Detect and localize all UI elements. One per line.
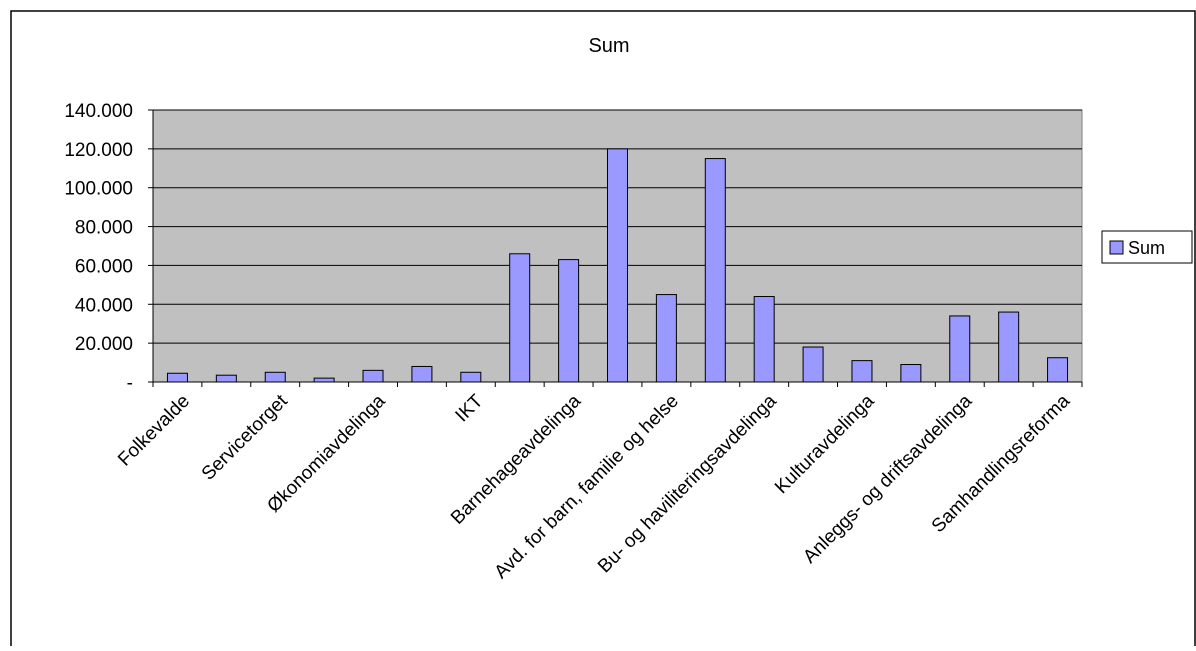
y-tick-label: - [127, 373, 133, 394]
bar [655, 294, 677, 383]
bar [607, 148, 628, 383]
bar [998, 311, 1020, 383]
bar [802, 346, 824, 383]
bar [313, 377, 335, 383]
bar [949, 315, 971, 383]
legend-swatch [1109, 240, 1124, 255]
bar [1047, 357, 1069, 383]
bar [509, 253, 531, 383]
y-tick-label: 20.000 [75, 334, 133, 355]
bar [460, 371, 482, 383]
y-tick-label: 140.000 [64, 101, 133, 122]
bar [851, 360, 873, 383]
y-tick-label: 100.000 [64, 179, 133, 200]
bar [264, 371, 286, 383]
bar [166, 372, 188, 383]
legend: Sum [1101, 230, 1193, 264]
bar [558, 259, 580, 383]
y-tick-label: 40.000 [75, 295, 133, 316]
bar [215, 374, 237, 383]
y-tick-label: 80.000 [75, 218, 133, 239]
bar [411, 365, 433, 383]
bar [704, 158, 726, 383]
bar [753, 296, 775, 383]
legend-label-sum: Sum [1128, 238, 1165, 258]
y-tick-label: 60.000 [75, 256, 133, 277]
bar [900, 364, 922, 383]
chart-title: Sum [588, 35, 629, 57]
y-tick-label: 120.000 [64, 140, 133, 161]
bar [362, 369, 384, 383]
